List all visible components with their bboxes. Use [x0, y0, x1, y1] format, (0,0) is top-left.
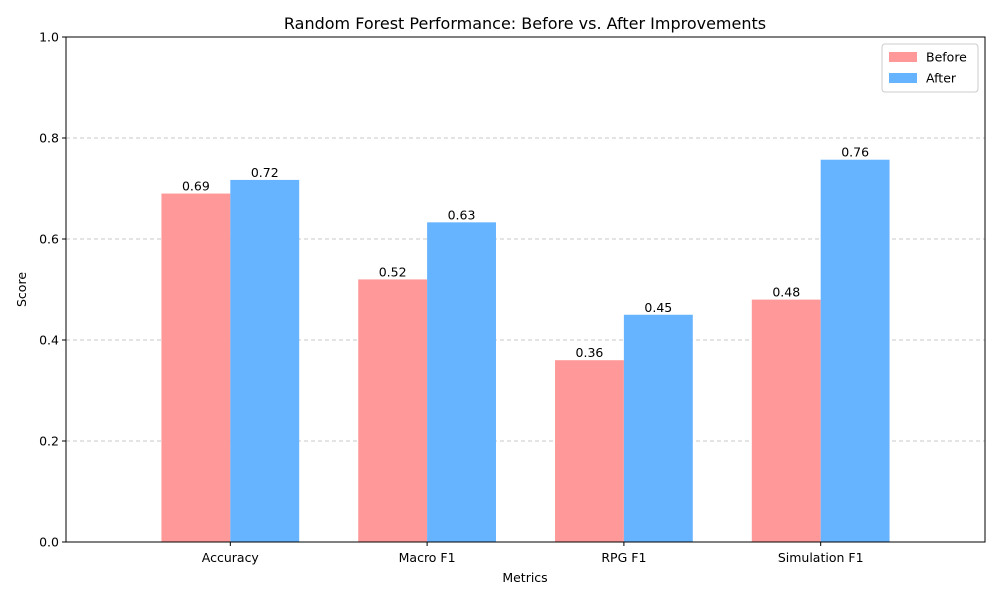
legend-label-before: Before: [926, 50, 967, 65]
legend-swatch-before: [889, 52, 917, 62]
x-tick-label: RPG F1: [601, 550, 646, 565]
y-axis-ticks: 0.0 0.2 0.4 0.6 0.8 1.0: [39, 30, 66, 550]
data-labels: 0.69 0.52 0.36 0.48 0.72 0.63 0.45 0.76: [182, 145, 869, 360]
data-label: 0.36: [576, 345, 604, 360]
y-tick-label: 0.2: [39, 434, 59, 449]
legend: Before After: [881, 43, 979, 93]
bar-after-2: [623, 314, 693, 542]
y-tick-label: 0.6: [39, 232, 59, 247]
x-tick-label: Macro F1: [399, 550, 456, 565]
y-tick-label: 1.0: [39, 30, 59, 45]
bar-before-0: [161, 193, 231, 543]
bar-after-1: [427, 222, 496, 542]
legend-label-after: After: [926, 71, 957, 86]
y-tick-label: 0.0: [39, 535, 59, 550]
bar-after-3: [820, 159, 890, 542]
plot-frame: [65, 36, 986, 543]
data-label: 0.48: [772, 285, 800, 300]
bars: [161, 159, 890, 543]
data-label: 0.52: [379, 264, 407, 279]
bar-before-2: [555, 360, 624, 542]
x-tick-label: Accuracy: [202, 550, 260, 565]
legend-swatch-after: [889, 73, 917, 83]
data-label: 0.76: [841, 145, 869, 160]
y-tick-label: 0.8: [39, 131, 59, 146]
x-axis-label: Metrics: [502, 570, 547, 585]
y-tick-label: 0.4: [39, 333, 59, 348]
y-axis-label: Score: [14, 272, 29, 307]
bar-after-0: [230, 179, 300, 543]
x-axis-ticks: Accuracy Macro F1 RPG F1 Simulation F1: [202, 542, 864, 565]
data-label: 0.72: [251, 165, 279, 180]
data-label: 0.45: [644, 300, 672, 315]
bar-before-3: [751, 299, 821, 542]
data-label: 0.69: [182, 179, 210, 194]
bar-before-1: [358, 279, 428, 542]
x-tick-label: Simulation F1: [778, 550, 864, 565]
chart-title: Random Forest Performance: Before vs. Af…: [284, 14, 766, 33]
data-label: 0.63: [448, 207, 476, 222]
